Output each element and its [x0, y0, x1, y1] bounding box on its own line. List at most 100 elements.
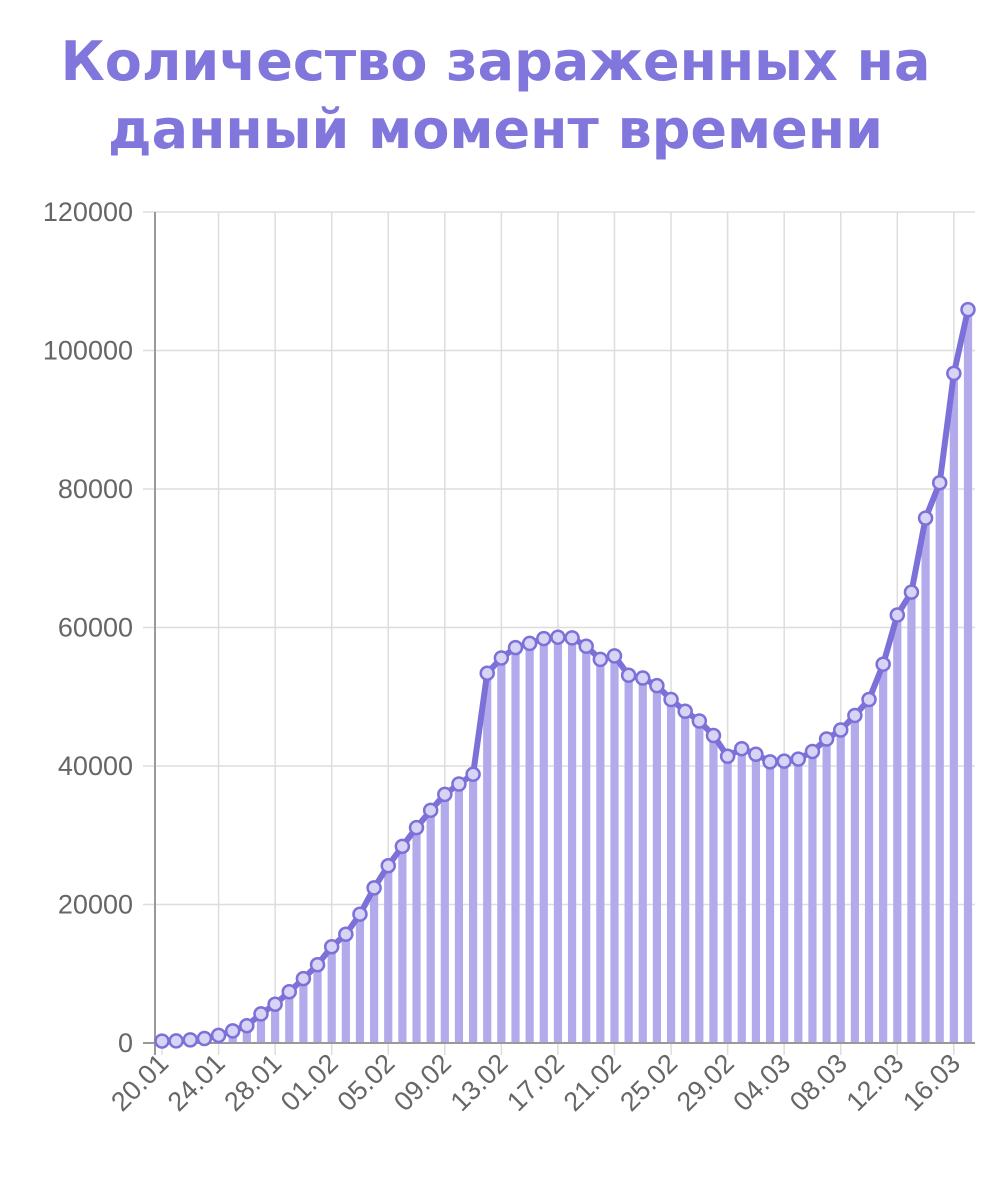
data-point [493, 650, 510, 666]
data-point [196, 1030, 213, 1047]
data-point [422, 802, 439, 819]
data-point [776, 753, 792, 769]
x-tick-label: 13.02 [445, 1048, 514, 1117]
data-point [338, 926, 354, 943]
data-bar [610, 655, 619, 1043]
data-point [578, 638, 594, 654]
data-bar [256, 1013, 266, 1043]
y-tick-label: 60000 [58, 613, 133, 643]
data-bar [355, 914, 365, 1043]
data-point [592, 651, 609, 668]
data-bar [666, 699, 676, 1043]
data-point [960, 301, 976, 318]
data-point [224, 1023, 241, 1039]
data-bar [893, 615, 902, 1043]
data-bar [582, 646, 591, 1043]
data-bar [426, 810, 435, 1043]
data-bar [695, 720, 704, 1043]
data-point [380, 857, 396, 874]
chart-title-line-1: Количество зараженных на [60, 30, 931, 93]
y-tick-label: 120000 [43, 197, 133, 227]
x-tick-label: 08.03 [784, 1048, 853, 1117]
data-bar [921, 518, 930, 1043]
data-bar [242, 1025, 251, 1043]
x-tick-label: 20.01 [105, 1048, 174, 1117]
data-point [465, 766, 481, 783]
data-bar [836, 729, 845, 1043]
data-bar [808, 751, 817, 1043]
data-point [889, 607, 906, 623]
data-point [168, 1033, 184, 1049]
data-point [550, 629, 566, 645]
data-bar [737, 748, 746, 1043]
data-point [564, 630, 580, 646]
data-bar [525, 643, 534, 1043]
data-point [352, 906, 368, 922]
data-point [691, 713, 708, 729]
data-point [818, 731, 835, 747]
data-point [408, 819, 425, 836]
chart-title: Количество зараженных на данный момент в… [0, 28, 991, 164]
data-bar [285, 991, 294, 1043]
data-point [437, 786, 453, 803]
data-point [832, 722, 849, 738]
x-tick-label: 28.01 [218, 1048, 287, 1117]
data-point [253, 1006, 269, 1022]
data-bar [765, 761, 775, 1043]
data-bar [398, 846, 407, 1043]
data-point [705, 727, 722, 744]
data-bar [596, 659, 605, 1043]
data-bar [313, 964, 322, 1043]
data-bar [624, 675, 633, 1043]
data-point [309, 956, 326, 973]
data-point [267, 996, 283, 1012]
x-tick-label: 04.03 [727, 1048, 796, 1117]
data-point [804, 743, 821, 760]
data-bar [652, 685, 662, 1043]
x-tick-label: 16.03 [897, 1048, 966, 1117]
data-point [903, 584, 920, 600]
data-point [323, 938, 340, 955]
x-tick-label: 12.03 [841, 1048, 910, 1117]
data-point [210, 1027, 227, 1044]
data-point [663, 691, 679, 708]
data-bar [723, 756, 732, 1043]
data-bar [567, 637, 577, 1043]
chart-title-line-2: данный момент времени [108, 98, 883, 161]
data-bar [327, 946, 336, 1043]
x-tick-label: 09.02 [388, 1048, 457, 1117]
data-bar [935, 482, 944, 1044]
data-point [394, 838, 411, 855]
data-point [847, 707, 863, 724]
data-point [182, 1032, 199, 1048]
x-tick-label: 25.02 [614, 1048, 683, 1117]
data-bar [553, 637, 563, 1043]
data-point [366, 880, 382, 896]
data-bar [299, 978, 308, 1043]
data-bar [483, 673, 492, 1043]
y-tick-label: 80000 [58, 474, 133, 504]
data-bar [341, 934, 350, 1043]
series-line [159, 306, 971, 1045]
data-bar [794, 759, 803, 1043]
data-bar [780, 761, 789, 1043]
data-bar [949, 373, 958, 1043]
data-bar [850, 715, 859, 1043]
data-bar [370, 887, 379, 1043]
data-bar [271, 1004, 280, 1043]
data-point [154, 1033, 170, 1049]
data-point [931, 475, 948, 491]
data-bar [963, 309, 973, 1044]
data-bar [440, 794, 449, 1043]
data-point [281, 984, 298, 1000]
x-tick-label: 17.02 [501, 1048, 570, 1117]
data-point [606, 648, 623, 664]
data-point [734, 740, 750, 757]
data-bar [907, 592, 916, 1043]
data-point [451, 776, 467, 792]
x-tick-label: 21.02 [558, 1048, 627, 1117]
x-tick-label: 24.01 [162, 1048, 231, 1117]
data-bar [412, 827, 421, 1043]
data-point [748, 746, 764, 762]
x-tick-label: 29.02 [671, 1048, 740, 1117]
